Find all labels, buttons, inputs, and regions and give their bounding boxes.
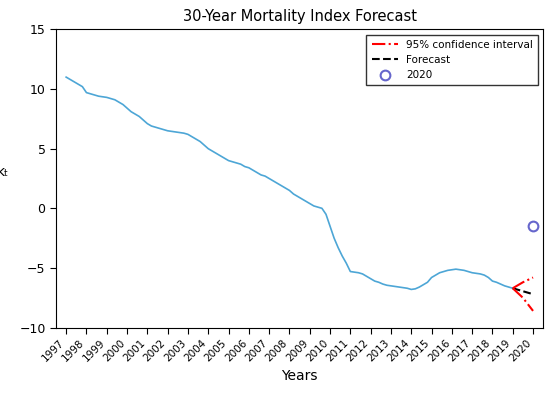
95% confidence interval (520, 280, 526, 285)
Title: 30-Year Mortality Index Forecast: 30-Year Mortality Index Forecast (183, 9, 417, 24)
Legend: 95% confidence interval, Forecast, 2020: 95% confidence interval, Forecast, 2020 (366, 34, 538, 85)
95% confidence interval (530, 275, 536, 280)
Forecast (530, 291, 536, 297)
95% confidence interval (510, 286, 516, 291)
X-axis label: Years: Years (281, 369, 318, 383)
Line: Forecast: Forecast (513, 288, 533, 294)
Forecast (510, 286, 516, 291)
Line: 95% confidence interval: 95% confidence interval (513, 278, 533, 288)
Y-axis label: kₜ: kₜ (0, 165, 8, 178)
